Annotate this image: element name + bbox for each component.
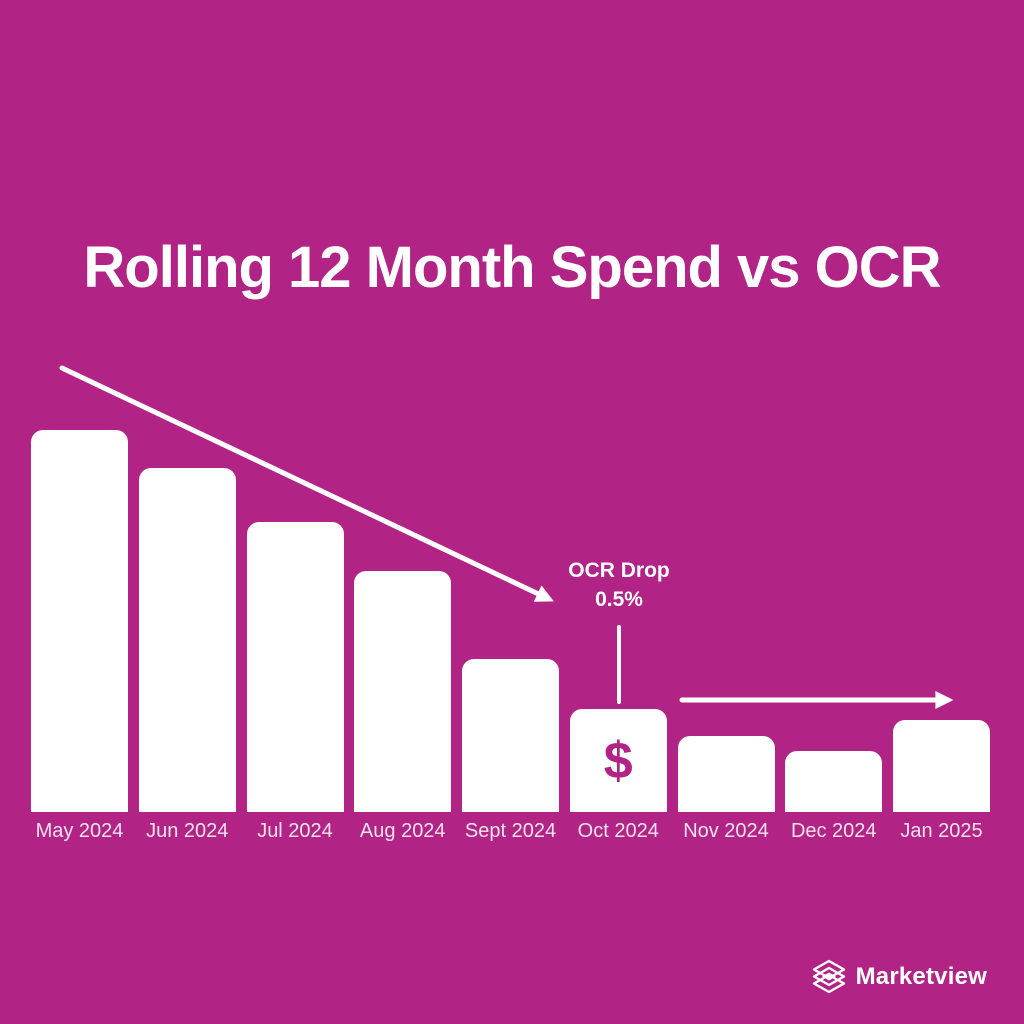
- bar-column-jun-2024: Jun 2024: [138, 468, 236, 843]
- bar-column-aug-2024: Aug 2024: [354, 571, 452, 843]
- bar-column-sept-2024: Sept 2024: [462, 659, 559, 843]
- bar-jan-2025: [893, 720, 990, 812]
- x-axis-label: Jun 2024: [146, 820, 229, 842]
- page-title: Rolling 12 Month Spend vs OCR: [83, 235, 941, 300]
- x-axis-label: May 2024: [35, 820, 124, 842]
- bar-column-oct-2024: $ Oct 2024: [569, 709, 667, 843]
- bar-jun-2024: [138, 468, 236, 812]
- x-axis-label: Dec 2024: [790, 820, 877, 842]
- marketview-logo-icon: [812, 959, 845, 994]
- bar-jul-2024: [246, 522, 344, 812]
- bar-column-jan-2025: Jan 2025: [893, 720, 990, 843]
- x-axis-label: Jan 2025: [900, 820, 983, 842]
- bar-may-2024: [31, 430, 128, 812]
- x-axis-label: Aug 2024: [359, 820, 446, 842]
- bar-sept-2024: [462, 659, 559, 812]
- brand-footer: Marketview: [811, 958, 987, 996]
- bar-oct-2024: $: [569, 709, 667, 812]
- bar-aug-2024: [354, 571, 452, 812]
- x-axis-label: Nov 2024: [683, 820, 769, 842]
- dollar-marker-icon: $: [603, 731, 633, 790]
- bar-column-dec-2024: Dec 2024: [785, 751, 883, 843]
- x-axis-label: Jul 2024: [257, 820, 333, 842]
- brand-name: Marketview: [855, 963, 987, 990]
- x-axis-label: Sept 2024: [464, 820, 557, 842]
- callout-line2: 0.5%: [595, 588, 643, 612]
- x-axis-label: Oct 2024: [577, 820, 659, 842]
- bar-chart: May 2024 Jun 2024 Jul 2024 Aug 2024 Sept 202…: [31, 430, 990, 843]
- bar-nov-2024: [677, 736, 775, 812]
- bar-column-jul-2024: Jul 2024: [246, 522, 344, 843]
- callout-line1: OCR Drop: [568, 559, 670, 582]
- bar-column-nov-2024: Nov 2024: [677, 736, 775, 843]
- bar-column-may-2024: May 2024: [31, 430, 128, 843]
- bar-dec-2024: [785, 751, 883, 812]
- ocr-drop-callout: OCR Drop 0.5%: [539, 556, 699, 615]
